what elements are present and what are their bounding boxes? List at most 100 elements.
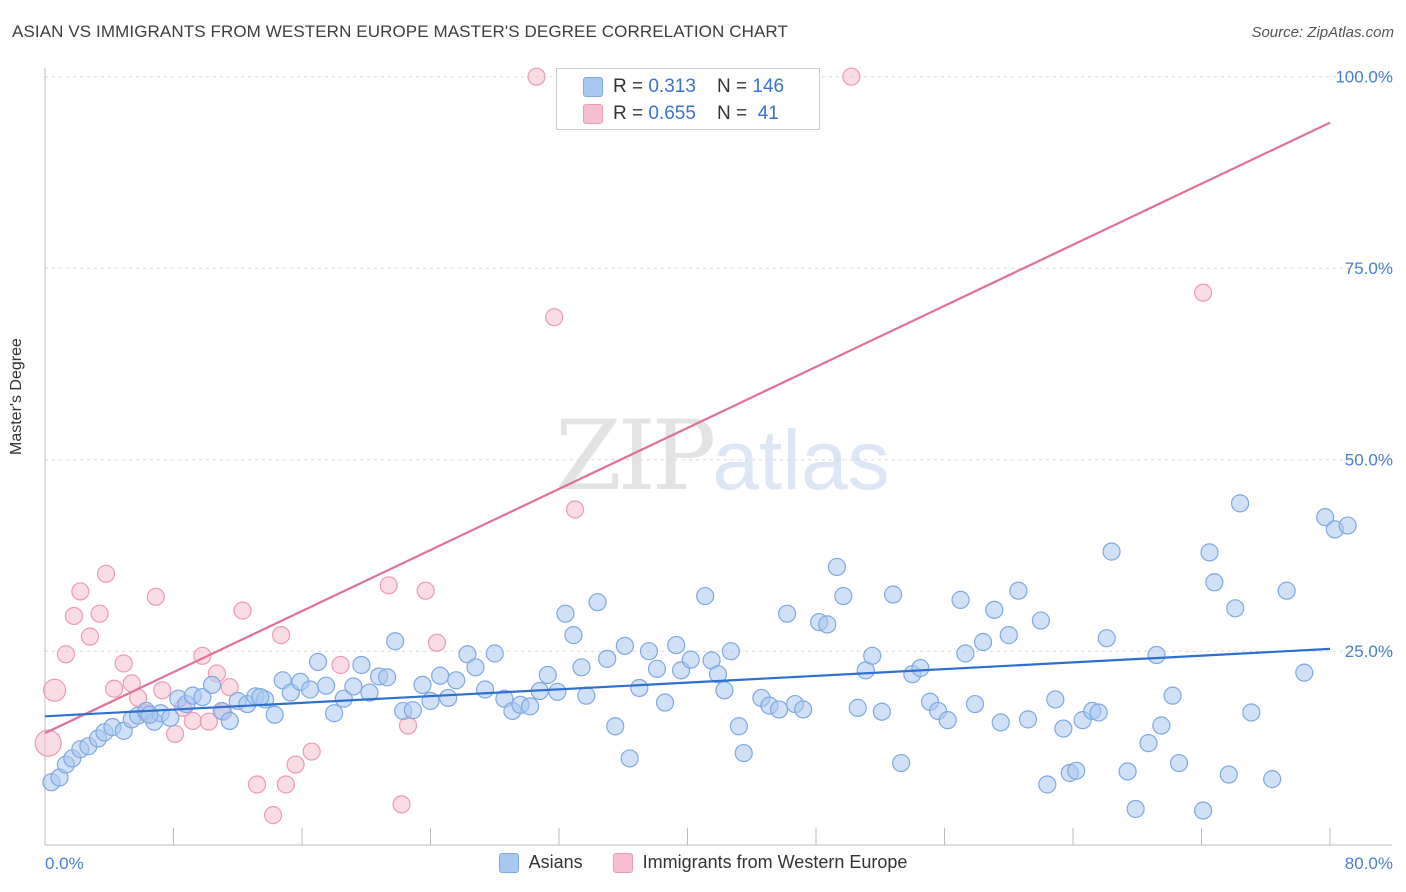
asians-point	[1316, 508, 1335, 527]
asians-point	[883, 585, 903, 604]
asians-point	[1242, 703, 1261, 722]
immigrants-point	[220, 678, 239, 697]
asians-point	[1169, 753, 1189, 773]
asians-point	[556, 604, 575, 623]
immigrants-swatch	[583, 104, 603, 124]
asians-point	[447, 671, 466, 690]
asians-point	[161, 708, 180, 727]
source-label: Source: ZipAtlas.com	[1251, 24, 1394, 41]
legend-item-asians[interactable]: Asians	[498, 852, 583, 873]
watermark: ZIPatlas	[555, 400, 890, 512]
asians-point	[620, 749, 639, 768]
immigrants-n-label: N =	[717, 103, 753, 124]
asians-point	[316, 676, 336, 695]
asians-point	[991, 713, 1010, 732]
asians-point	[352, 655, 371, 675]
asians-point	[458, 645, 477, 664]
asians-point	[863, 646, 882, 665]
x-tick-label: 80.0%	[1345, 854, 1393, 873]
immigrants-point	[104, 679, 124, 698]
asians-point	[965, 694, 985, 714]
immigrants-point	[427, 633, 447, 652]
immigrants-point	[43, 678, 67, 702]
tick-labels: 25.0% 50.0% 75.0% 100.0% 0.0% 80.0%	[45, 68, 1393, 873]
asians-point	[1139, 734, 1158, 753]
asians-n-value: 146	[752, 76, 785, 97]
immigrants-point	[90, 604, 109, 623]
asians-point	[140, 705, 159, 724]
asians-point	[431, 666, 450, 685]
asians-point	[413, 675, 432, 695]
asians-point	[1031, 611, 1050, 630]
asians-point	[325, 704, 344, 723]
asians-point	[564, 626, 583, 645]
asians-point	[715, 681, 734, 700]
asians-point	[1046, 690, 1065, 709]
chart-title: ASIAN VS IMMIGRANTS FROM WESTERN EUROPE …	[12, 22, 788, 41]
asians-point	[439, 688, 458, 708]
immigrants-point	[233, 601, 252, 620]
asians-point	[639, 642, 659, 661]
asians-point	[655, 693, 675, 712]
asians-point	[721, 642, 740, 661]
asians-point	[193, 688, 212, 707]
asians-point	[630, 678, 649, 698]
asians-point	[476, 680, 495, 699]
asians-point	[708, 665, 728, 684]
immigrants-points	[34, 67, 1213, 825]
asians-point	[1102, 542, 1121, 561]
asians-point	[1226, 599, 1245, 618]
asians-n-label: N =	[717, 76, 753, 97]
y-tick-label: 25.0%	[1345, 642, 1393, 661]
asians-point	[892, 753, 911, 773]
asians-point	[1038, 775, 1057, 794]
asians-r-value: 0.313	[648, 76, 696, 97]
asians-point	[848, 698, 867, 717]
y-tick-label: 50.0%	[1345, 451, 1393, 470]
asians-point	[572, 658, 591, 677]
asians-point	[403, 701, 422, 720]
asians-point	[667, 635, 686, 655]
asians-point	[973, 632, 993, 652]
asians-point	[1194, 801, 1213, 820]
legend-item-immigrants[interactable]: Immigrants from Western Europe	[612, 852, 907, 873]
asians-point	[681, 650, 700, 669]
asians-point	[466, 658, 485, 677]
asians-point	[1018, 710, 1038, 729]
asians-r-label: R =	[613, 76, 649, 97]
asians-point	[360, 683, 379, 702]
immigrants-point	[56, 645, 75, 664]
asians-point	[378, 668, 397, 687]
asians-point	[1009, 581, 1028, 600]
asians-point	[1230, 494, 1250, 513]
asians-point	[956, 644, 975, 663]
asians-point	[1295, 663, 1314, 682]
immigrants-r-value: 0.655	[648, 103, 696, 124]
immigrants-point	[96, 564, 116, 583]
asians-point	[818, 615, 837, 634]
immigrants-point	[286, 755, 305, 774]
immigrants-point	[183, 711, 202, 731]
immigrants-point	[199, 712, 218, 731]
bottom-legend: Asians Immigrants from Western Europe	[0, 852, 1406, 873]
immigrants-point	[527, 67, 546, 86]
asians-point	[647, 659, 667, 678]
asians-point	[951, 590, 970, 609]
asians-point	[548, 682, 567, 701]
immigrants-point	[1194, 283, 1213, 302]
immigrants-r-label: R =	[613, 103, 649, 124]
immigrants-stats-text: R = 0.655 N = 41	[613, 103, 779, 125]
immigrants-legend-swatch	[612, 852, 633, 873]
asians-point	[1277, 581, 1296, 600]
asians-point	[520, 697, 540, 716]
asians-swatch	[583, 77, 603, 97]
watermark-zip: ZIP	[555, 400, 716, 512]
immigrants-point	[842, 67, 861, 86]
asians-point	[598, 649, 617, 668]
asians-point	[386, 632, 405, 651]
immigrants-point	[80, 627, 100, 646]
asians-point	[769, 700, 789, 719]
asians-point	[344, 677, 363, 696]
asians-point	[1219, 765, 1238, 784]
